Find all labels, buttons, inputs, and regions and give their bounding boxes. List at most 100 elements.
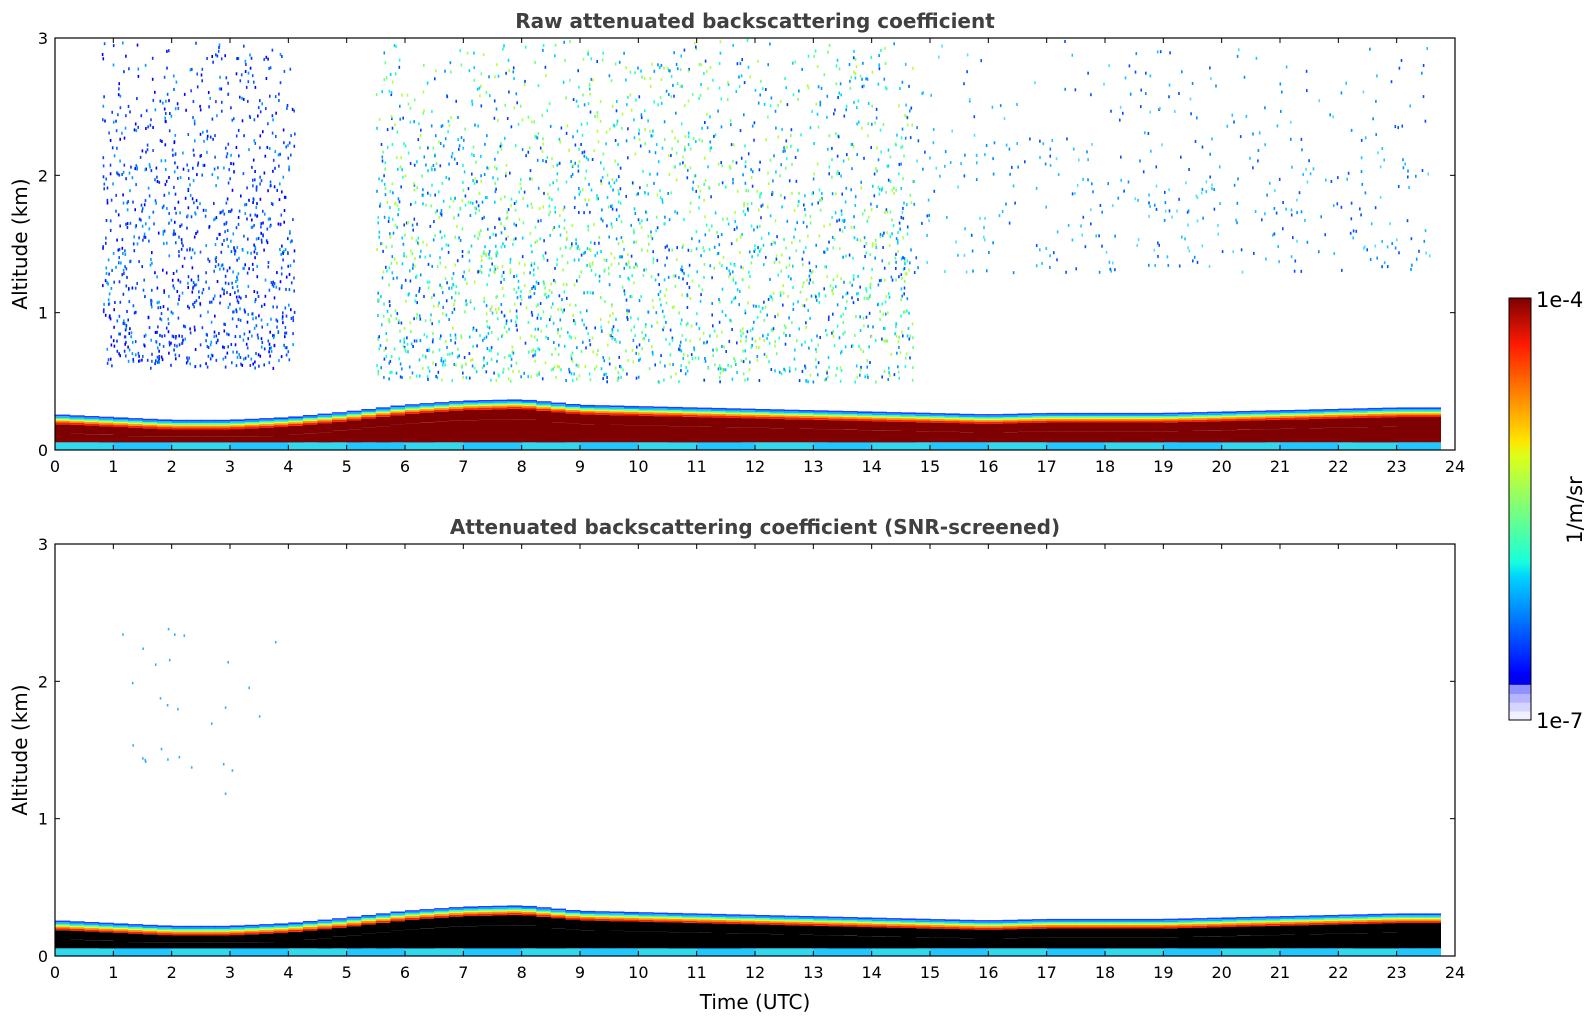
cloud-speckle <box>823 287 825 291</box>
cloud-speckle <box>754 248 756 252</box>
cloud-speckle <box>597 197 599 201</box>
cloud-speckle <box>657 293 660 296</box>
cloud-speckle <box>705 223 708 227</box>
cloud-speckle <box>438 140 440 144</box>
cloud-speckle <box>411 223 414 227</box>
cloud-speckle <box>713 266 715 270</box>
cloud-speckle <box>485 335 488 339</box>
cloud-speckle <box>134 167 136 171</box>
cloud-speckle <box>256 275 259 279</box>
backscatter-band-cell <box>127 425 144 428</box>
cloud-speckle <box>215 260 217 263</box>
backscatter-band-cell <box>361 409 377 411</box>
cloud-speckle <box>483 250 485 254</box>
cloud-speckle <box>1332 204 1335 208</box>
cloud-speckle <box>1237 177 1239 181</box>
cloud-speckle <box>1095 234 1097 238</box>
cloud-speckle <box>265 55 268 59</box>
cloud-speckle <box>412 228 414 232</box>
cloud-speckle <box>1158 108 1160 111</box>
cloud-speckle <box>104 279 107 283</box>
backscatter-band-cell <box>755 412 771 414</box>
cloud-speckle <box>901 217 904 221</box>
cloud-speckle <box>586 309 588 313</box>
cloud-speckle <box>881 259 884 263</box>
cloud-speckle <box>910 106 913 110</box>
cloud-speckle <box>234 343 237 347</box>
cloud-speckle <box>392 191 394 195</box>
cloud-speckle <box>876 205 878 208</box>
cloud-speckle <box>770 295 773 299</box>
backscatter-band-cell <box>1075 420 1091 423</box>
backscatter-band-cell <box>1134 414 1150 417</box>
cloud-speckle <box>454 235 456 239</box>
cloud-speckle <box>823 73 826 77</box>
cloud-speckle <box>655 143 658 147</box>
backscatter-band-cell <box>827 416 844 419</box>
backscatter-band-cell <box>1265 420 1281 430</box>
cloud-speckle <box>192 281 195 284</box>
cloud-speckle <box>779 291 782 295</box>
cloud-speckle <box>835 132 837 136</box>
backscatter-band-cell <box>1163 412 1179 415</box>
cloud-speckle <box>903 310 905 314</box>
cloud-speckle <box>244 70 247 73</box>
cloud-speckle <box>165 179 168 183</box>
cloud-speckle <box>1087 178 1089 182</box>
backscatter-core-cell <box>871 430 887 443</box>
cloud-speckle <box>739 329 742 333</box>
backscatter-band-cell <box>1105 414 1121 417</box>
backscatter-surface-cell <box>346 442 362 450</box>
cloud-speckle <box>237 301 240 305</box>
cloud-speckle <box>811 192 814 195</box>
cloud-speckle <box>695 189 697 193</box>
cloud-speckle <box>256 202 258 206</box>
backscatter-surface-cell <box>127 442 144 450</box>
cloud-speckle <box>752 304 755 308</box>
cloud-speckle <box>1379 195 1382 199</box>
cloud-speckle <box>133 128 136 132</box>
cloud-speckle <box>1091 143 1093 146</box>
cloud-speckle <box>454 333 457 337</box>
cloud-speckle <box>171 148 174 152</box>
cloud-speckle <box>382 150 384 154</box>
cloud-speckle <box>881 337 883 341</box>
backscatter-core-cell <box>667 426 683 443</box>
cloud-speckle <box>575 363 578 367</box>
cloud-speckle <box>838 336 841 340</box>
cloud-speckle <box>398 58 401 62</box>
backscatter-band-cell <box>594 411 610 413</box>
backscatter-band-cell <box>1367 414 1383 416</box>
cloud-speckle <box>1333 252 1336 256</box>
cloud-speckle <box>580 270 583 274</box>
cloud-speckle <box>253 139 256 143</box>
cloud-speckle <box>687 354 689 358</box>
cloud-speckle <box>857 292 859 295</box>
cloud-speckle <box>635 351 637 355</box>
cloud-speckle <box>432 361 434 365</box>
cloud-speckle <box>721 264 723 268</box>
cloud-speckle <box>386 145 389 149</box>
cloud-speckle <box>157 306 159 310</box>
cloud-speckle <box>125 177 127 181</box>
cloud-speckle <box>893 186 895 190</box>
cloud-speckle <box>808 274 811 278</box>
cloud-speckle <box>870 208 873 212</box>
cloud-speckle <box>621 126 623 130</box>
backscatter-band-cell <box>405 408 421 411</box>
cloud-speckle <box>623 289 626 293</box>
cloud-speckle <box>708 228 711 232</box>
cloud-speckle <box>271 131 274 135</box>
backscatter-band-cell <box>390 407 406 409</box>
cloud-speckle <box>883 266 886 270</box>
backscatter-surface-cell <box>638 442 654 450</box>
cloud-speckle <box>476 344 478 348</box>
cloud-speckle <box>1252 132 1254 136</box>
backscatter-surface-cell <box>682 442 698 450</box>
cloud-speckle <box>535 304 538 308</box>
cloud-speckle <box>262 221 264 225</box>
cloud-speckle <box>906 123 909 127</box>
backscatter-core-cell <box>1382 426 1398 443</box>
backscatter-band-cell <box>842 418 858 421</box>
cloud-speckle <box>223 288 225 292</box>
